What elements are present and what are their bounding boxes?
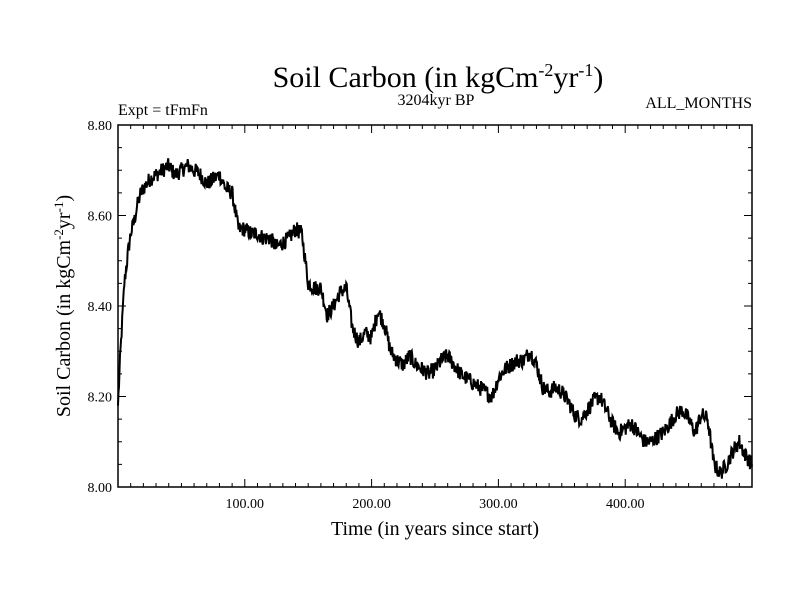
title-sup-2: -1	[578, 60, 593, 80]
ylabel-sup-2: -1	[51, 202, 66, 213]
y-tick-label: 8.60	[88, 210, 113, 225]
x-tick-label: 400.00	[606, 497, 645, 512]
y-tick-label: 8.20	[88, 391, 113, 406]
y-tick-label: 8.80	[88, 119, 113, 134]
title-main: Soil Carbon (in kgCm	[273, 61, 539, 94]
y-axis-label: Soil Carbon (in kgCm-2yr-1)	[51, 195, 75, 417]
title-sup-1: -2	[538, 60, 553, 80]
x-tick-label: 100.00	[226, 497, 265, 512]
ylabel-sup-1: -2	[51, 229, 66, 240]
series-line-soil-carbon	[117, 158, 753, 479]
ylabel-mid: yr	[53, 212, 75, 229]
title-end: )	[593, 61, 603, 94]
x-tick-label: 300.00	[479, 497, 518, 512]
y-tick-label: 8.00	[88, 481, 113, 496]
experiment-label: Expt = tFmFn	[118, 102, 208, 119]
ylabel-end: )	[53, 195, 75, 202]
x-tick-label: 200.00	[352, 497, 391, 512]
x-axis-label: Time (in years since start)	[331, 518, 539, 540]
chart-title: Soil Carbon (in kgCm-2yr-1)	[273, 60, 604, 94]
x-axis-ticks: 100.00 200.00 300.00 400.00	[130, 125, 740, 512]
y-tick-label: 8.40	[88, 300, 113, 315]
months-label: ALL_MONTHS	[645, 95, 752, 112]
title-mid: yr	[553, 61, 578, 94]
ylabel-main: Soil Carbon (in kgCm	[53, 239, 75, 417]
y-axis-ticks: 8.00 8.20 8.40 8.60 8.80	[88, 119, 752, 496]
period-label: 3204kyr BP	[398, 92, 475, 109]
